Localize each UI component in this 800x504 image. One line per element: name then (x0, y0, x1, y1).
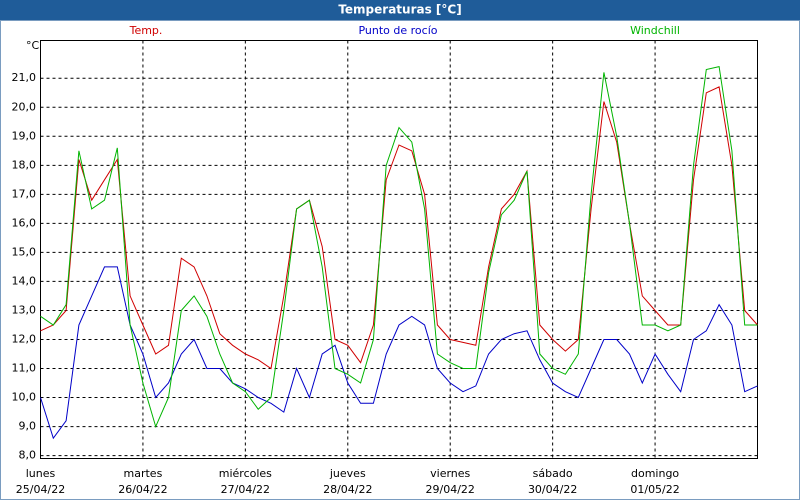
y-tick-label: 14,0 (12, 274, 37, 287)
y-tick-label: 13,0 (12, 303, 37, 316)
plot-area (40, 40, 758, 459)
y-tick-label: 8,0 (19, 449, 37, 462)
y-unit: °C (26, 39, 40, 52)
x-tick-label: domingo (631, 467, 679, 480)
x-tick-date: 25/04/22 (16, 483, 65, 496)
legend-label: Windchill (630, 24, 680, 37)
series-line (40, 86, 758, 370)
x-tick-label: sábado (533, 467, 573, 480)
y-tick-label: 16,0 (12, 216, 37, 229)
y-tick-label: 17,0 (12, 187, 37, 200)
legend-label: Temp. (129, 24, 163, 37)
x-tick-date: 30/04/22 (528, 483, 577, 496)
y-tick-label: 11,0 (12, 362, 37, 375)
y-tick-label: 20,0 (12, 100, 37, 113)
y-tick-label: 18,0 (12, 158, 37, 171)
x-tick-date: 26/04/22 (118, 483, 167, 496)
y-tick-label: 21,0 (12, 71, 37, 84)
y-tick-label: 19,0 (12, 129, 37, 142)
series-line (40, 266, 758, 440)
legend-label: Punto de rocío (358, 24, 437, 37)
title-bar (0, 0, 800, 20)
x-tick-label: martes (124, 467, 163, 480)
y-tick-label: 12,0 (12, 332, 37, 345)
x-tick-label: miércoles (219, 467, 272, 480)
x-tick-label: viernes (430, 467, 470, 480)
y-tick-label: 9,0 (19, 420, 37, 433)
chart-title: Temperaturas [°C] (338, 3, 461, 17)
x-tick-label: lunes (26, 467, 56, 480)
x-tick-date: 29/04/22 (426, 483, 475, 496)
x-tick-date: 01/05/22 (630, 483, 679, 496)
x-tick-date: 28/04/22 (323, 483, 372, 496)
y-tick-label: 15,0 (12, 245, 37, 258)
x-tick-label: jueves (329, 467, 366, 480)
series-line (40, 65, 758, 429)
x-tick-date: 27/04/22 (221, 483, 270, 496)
y-tick-label: 10,0 (12, 391, 37, 404)
